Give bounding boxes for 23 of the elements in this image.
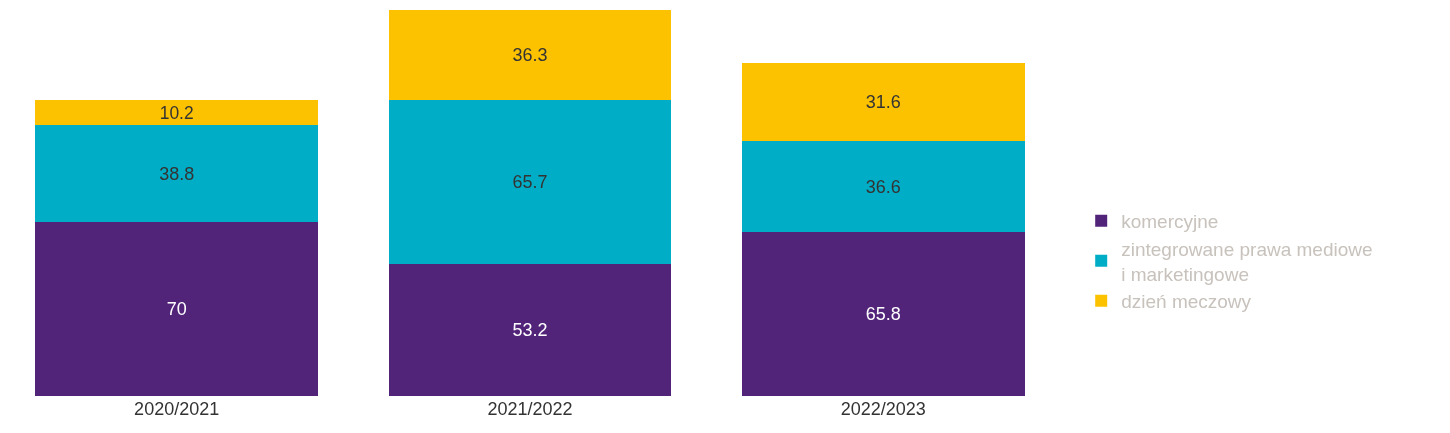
bar (742, 232, 1025, 396)
bar (35, 125, 318, 222)
x-tick-label: 2021/2022 (487, 399, 573, 419)
data-label: 53.2 (512, 319, 548, 340)
legend-label: komercyjne (1121, 211, 1219, 233)
bar (742, 141, 1025, 233)
data-label: 36.3 (512, 45, 548, 66)
bar (35, 221, 318, 396)
data-label: 65.7 (512, 171, 548, 192)
bar (35, 100, 318, 126)
x-tick-label: 2022/2023 (840, 399, 926, 419)
bar (388, 263, 672, 396)
x-tick-label: 2020/2021 (134, 399, 220, 419)
data-label: 70 (166, 298, 187, 319)
bar (388, 10, 672, 101)
data-label: 65.8 (865, 304, 901, 325)
data-label: 10.2 (159, 102, 194, 123)
data-label: 38.8 (159, 163, 195, 184)
data-label: 36.6 (865, 176, 901, 197)
data-label: 31.6 (865, 92, 901, 113)
legend-label: dzień meczowy (1121, 291, 1252, 313)
bar (742, 62, 1025, 142)
bar (388, 100, 672, 264)
